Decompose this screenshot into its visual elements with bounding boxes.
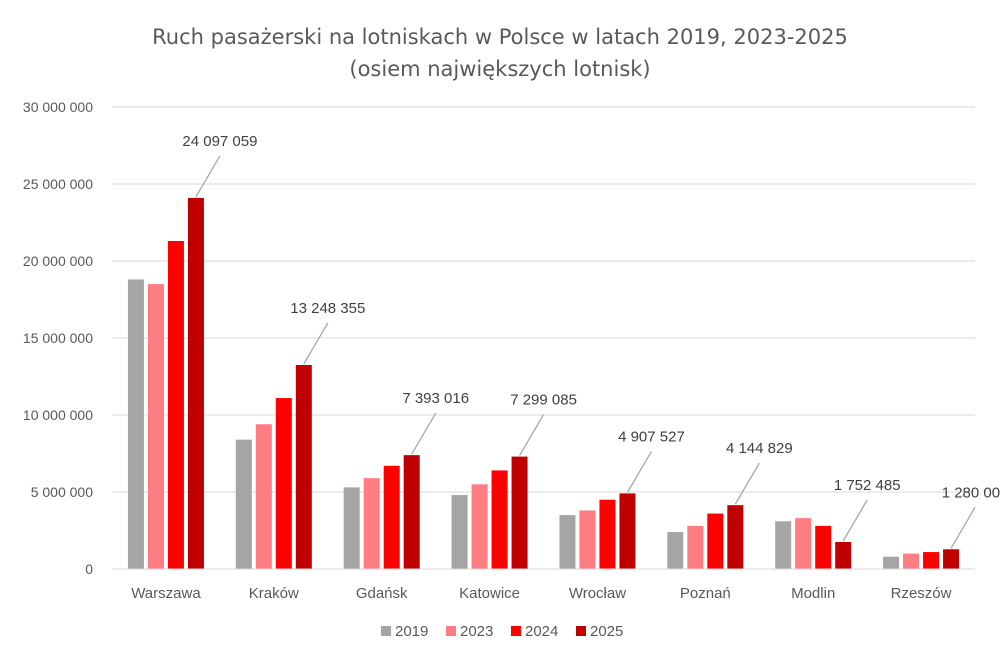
bar-2024: [492, 470, 508, 569]
bar-2019: [344, 487, 360, 569]
bar-2025: [727, 505, 743, 569]
bar-2019: [452, 495, 468, 569]
bar-2025: [404, 455, 420, 569]
bar-2023: [256, 424, 272, 569]
leader-line: [735, 463, 759, 504]
bar-2025: [835, 542, 851, 569]
bar-2023: [579, 510, 595, 569]
x-category-label: Wrocław: [569, 585, 626, 602]
y-tick-label: 30 000 000: [23, 99, 93, 115]
bar-2019: [883, 557, 899, 569]
legend-swatch-2019: [381, 626, 391, 636]
bar-2024: [276, 398, 292, 569]
leader-line: [412, 413, 436, 454]
leader-line: [520, 415, 544, 456]
data-label: 4 907 527: [618, 428, 685, 445]
data-label: 7 299 085: [510, 392, 577, 409]
bar-2019: [775, 521, 791, 569]
x-category-label: Katowice: [459, 585, 520, 602]
y-axis: 0 5 000 000 10 000 000 15 000 000 20 000 000…: [23, 99, 93, 577]
bar-2024: [384, 466, 400, 569]
data-label: 4 144 829: [726, 440, 793, 457]
bar-2023: [687, 526, 703, 569]
x-category-label: Modlin: [791, 585, 835, 602]
data-label: 1 280 000: [942, 484, 1000, 501]
bar-2023: [148, 284, 164, 569]
y-tick-label: 5 000 000: [31, 484, 93, 500]
x-category-label: Rzeszów: [891, 585, 952, 602]
bar-2019: [667, 532, 683, 569]
bars: [128, 198, 959, 569]
chart-subtitle: (osiem największych lotnisk): [349, 57, 650, 81]
bar-2023: [795, 518, 811, 569]
data-label: 7 393 016: [402, 390, 469, 407]
bar-2025: [943, 549, 959, 569]
chart-title: Ruch pasażerski na lotniskach w Polsce w…: [152, 25, 848, 49]
bar-2025: [296, 365, 312, 569]
bar-2023: [472, 484, 488, 569]
bar-2024: [168, 241, 184, 569]
legend-label: 2025: [590, 623, 623, 640]
x-category-label: Gdańsk: [356, 585, 408, 602]
bar-2024: [923, 552, 939, 569]
bar-2023: [364, 478, 380, 569]
bar-2025: [188, 198, 204, 569]
bar-2025: [619, 493, 635, 569]
x-category-label: Poznań: [680, 585, 731, 602]
x-axis: Warszawa Kraków Gdańsk Katowice Wrocław Pozna…: [112, 569, 975, 602]
x-category-label: Kraków: [249, 585, 299, 602]
leader-line: [627, 451, 651, 492]
bar-2024: [599, 500, 615, 569]
bar-2019: [236, 440, 252, 569]
bar-2024: [707, 514, 723, 569]
bar-2024: [815, 526, 831, 569]
legend-swatch-2025: [576, 626, 586, 636]
legend-swatch-2023: [446, 626, 456, 636]
data-label: 24 097 059: [182, 133, 257, 150]
leader-line: [304, 323, 328, 364]
data-label: 1 752 485: [834, 477, 901, 494]
bar-2025: [512, 457, 528, 569]
y-tick-label: 20 000 000: [23, 253, 93, 269]
y-tick-label: 0: [85, 561, 93, 577]
bar-2019: [128, 279, 144, 569]
y-tick-label: 25 000 000: [23, 176, 93, 192]
leader-line: [843, 500, 867, 541]
legend-label: 2023: [460, 623, 493, 640]
legend-swatch-2024: [511, 626, 521, 636]
y-tick-label: 15 000 000: [23, 330, 93, 346]
legend-label: 2024: [525, 623, 558, 640]
y-tick-label: 10 000 000: [23, 407, 93, 423]
legend: 2019 2023 2024 2025: [381, 623, 623, 640]
bar-2023: [903, 554, 919, 569]
x-category-label: Warszawa: [131, 585, 201, 602]
leader-line: [196, 156, 220, 197]
leader-line: [951, 507, 975, 548]
bar-2019: [559, 515, 575, 569]
data-label: 13 248 355: [290, 300, 365, 317]
legend-label: 2019: [395, 623, 428, 640]
